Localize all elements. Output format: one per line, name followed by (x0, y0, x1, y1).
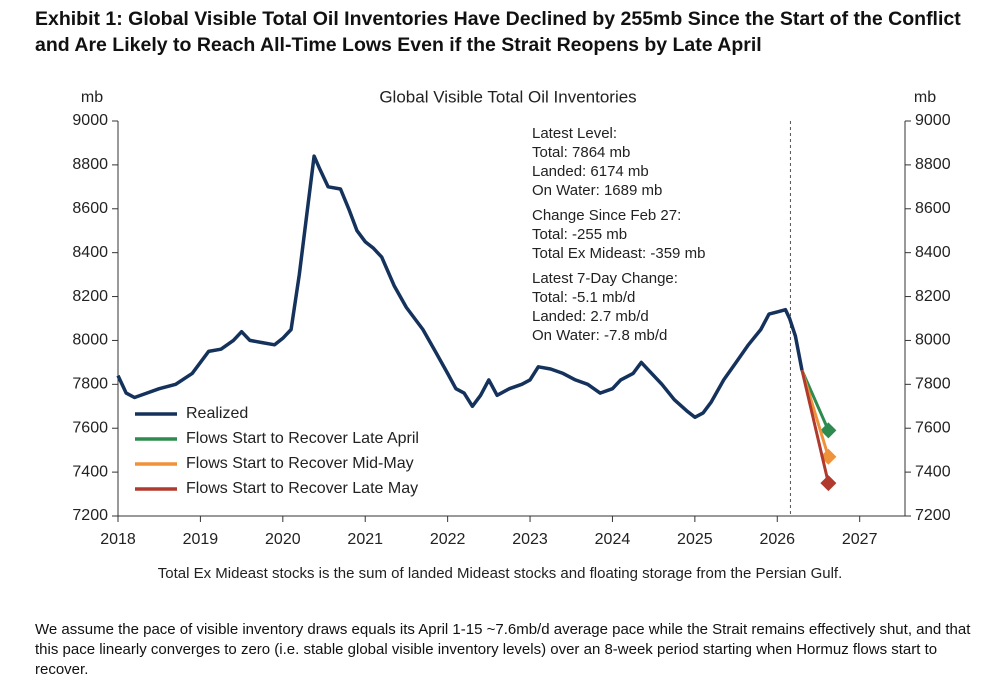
x-tick-label: 2023 (512, 531, 548, 548)
x-tick-label: 2027 (842, 531, 878, 548)
y2-tick-label: 8800 (915, 156, 951, 173)
y2-tick-label: 7600 (915, 419, 951, 436)
x-tick-label: 2024 (595, 531, 631, 548)
y2-tick-label: 7800 (915, 376, 951, 393)
legend-label: Flows Start to Recover Late May (186, 480, 418, 497)
x-tick-label: 2021 (347, 531, 383, 548)
y2-tick-label: 8600 (915, 200, 951, 217)
annotation-line: Landed: 2.7 mb/d (532, 308, 649, 325)
y-tick-label: 8000 (72, 332, 108, 349)
x-tick-label: 2026 (759, 531, 795, 548)
annotation-line: Landed: 6174 mb (532, 163, 649, 180)
y-tick-label: 8200 (72, 288, 108, 305)
chart-note: Total Ex Mideast stocks is the sum of la… (158, 565, 843, 582)
y2-tick-label: 8000 (915, 332, 951, 349)
y-tick-label: 8600 (72, 200, 108, 217)
y2-tick-label: 9000 (915, 112, 951, 129)
annotation-line: Total Ex Mideast: -359 mb (532, 245, 705, 262)
y2-tick-label: 7400 (915, 463, 951, 480)
annotation-line: On Water: 1689 mb (532, 182, 662, 199)
y-tick-label: 7600 (72, 419, 108, 436)
series-line (116, 154, 804, 420)
y2-axis-label: mb (914, 89, 936, 106)
chart-title: Global Visible Total Oil Inventories (379, 87, 636, 106)
y-tick-label: 9000 (72, 112, 108, 129)
annotation-line: Latest 7-Day Change: (532, 270, 678, 287)
end-marker (820, 422, 837, 439)
x-tick-label: 2018 (100, 531, 136, 548)
y-tick-label: 7200 (72, 507, 108, 524)
x-tick-label: 2019 (183, 531, 219, 548)
y2-tick-label: 8400 (915, 244, 951, 261)
legend-label: Realized (186, 405, 248, 422)
exhibit-title: Exhibit 1: Global Visible Total Oil Inve… (35, 8, 961, 56)
y-axis-label: mb (81, 89, 103, 106)
annotation-line: On Water: -7.8 mb/d (532, 327, 667, 344)
y2-tick-label: 7200 (915, 507, 951, 524)
y2-tick-label: 8200 (915, 288, 951, 305)
y-tick-label: 8800 (72, 156, 108, 173)
y-tick-label: 7400 (72, 463, 108, 480)
annotation-line: Total: -5.1 mb/d (532, 289, 635, 306)
legend-label: Flows Start to Recover Late April (186, 430, 419, 447)
annotation-line: Total: -255 mb (532, 226, 627, 243)
y-tick-label: 8400 (72, 244, 108, 261)
x-tick-label: 2020 (265, 531, 301, 548)
annotation-line: Latest Level: (532, 125, 617, 142)
paragraph: We assume the pace of visible inventory … (35, 621, 971, 678)
x-tick-label: 2022 (430, 531, 466, 548)
y-tick-label: 7800 (72, 376, 108, 393)
x-tick-label: 2025 (677, 531, 713, 548)
legend-label: Flows Start to Recover Mid-May (186, 455, 414, 472)
chart: Global Visible Total Oil Inventories mb … (72, 87, 951, 582)
end-marker (820, 475, 837, 492)
annotation-line: Change Since Feb 27: (532, 207, 681, 224)
annotation-line: Total: 7864 mb (532, 144, 630, 161)
series-line (800, 369, 830, 484)
